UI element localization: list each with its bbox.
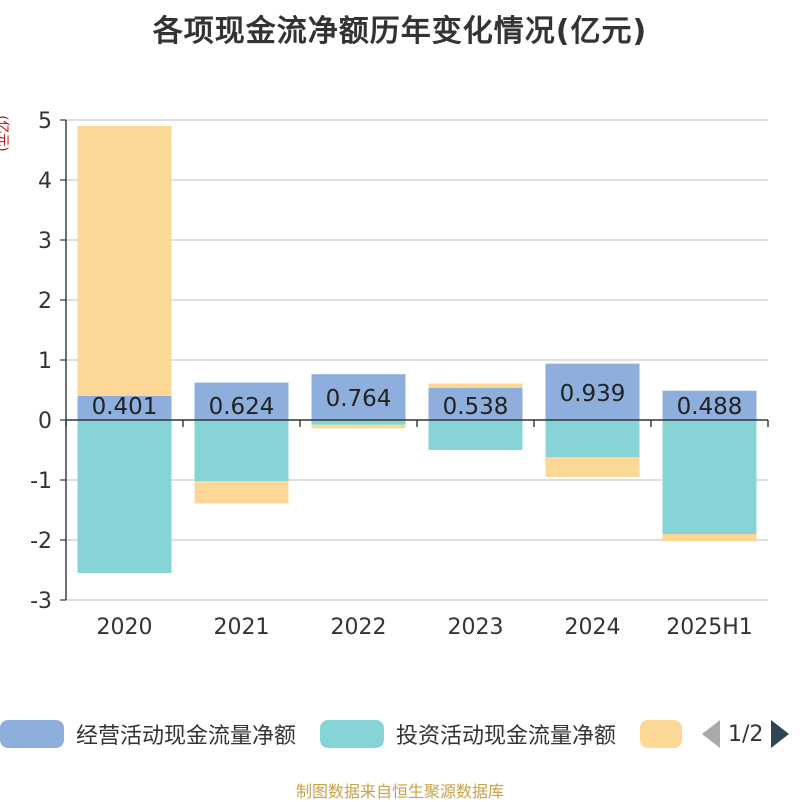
grid-lines <box>60 119 768 601</box>
bar-operating <box>311 374 406 420</box>
legend-label-investing: 投资活动现金流量净额 <box>396 724 617 749</box>
legend-page-indicator: 1/2 <box>728 721 764 747</box>
data-label: 0.488 <box>677 394 743 420</box>
y-tick-label: 0 <box>38 409 52 434</box>
bar-financing <box>662 534 757 542</box>
data-label: 0.401 <box>92 394 158 420</box>
bar-financing <box>194 481 289 504</box>
y-tick-label: 2 <box>38 289 52 314</box>
legend-item-operating[interactable]: 经营活动现金流量净额 <box>0 716 296 752</box>
y-tick-label: 5 <box>38 109 52 134</box>
legend-swatch-financing <box>640 720 682 748</box>
data-label: 0.538 <box>443 394 509 420</box>
x-tick-labels: 2020 2021 2022 2023 2024 2025H1 <box>97 615 753 640</box>
bar-investing <box>194 420 289 482</box>
bar-operating <box>194 382 289 420</box>
data-label: 0.624 <box>209 394 275 420</box>
bar-investing <box>545 420 640 458</box>
y-tick-label: -3 <box>30 589 52 614</box>
chart-title: 各项现金流净额历年变化情况(亿元) <box>152 14 648 49</box>
bar-operating <box>428 387 523 420</box>
bar-investing <box>428 420 523 450</box>
bar-financing <box>428 383 523 388</box>
legend-swatch-operating <box>0 720 64 748</box>
y-tick-label: -1 <box>30 469 52 494</box>
legend: 经营活动现金流量净额 投资活动现金流量净额 1/2 <box>0 716 800 756</box>
previous-page-icon[interactable] <box>702 720 720 748</box>
bar-operating <box>662 390 757 420</box>
y-tick-label: 3 <box>38 229 52 254</box>
data-label: 0.939 <box>560 381 626 407</box>
next-page-icon[interactable] <box>771 720 790 748</box>
x-tick-label: 2020 <box>97 615 153 640</box>
x-tick-label: 2024 <box>565 615 621 640</box>
x-tick-label: 2023 <box>448 615 504 640</box>
y-tick-label: 4 <box>38 169 52 194</box>
y-tick-label: -2 <box>30 529 52 554</box>
bar-operating <box>77 395 172 420</box>
bar-financing <box>77 125 172 396</box>
legend-swatch-investing <box>320 720 384 748</box>
bar-investing <box>77 420 172 573</box>
legend-item-investing[interactable]: 投资活动现金流量净额 <box>320 716 616 752</box>
y-tick-labels: -3 -2 -1 0 1 2 3 4 5 <box>30 109 52 614</box>
x-tick-label: 2022 <box>331 615 387 640</box>
legend-label-operating: 经营活动现金流量净额 <box>76 724 297 749</box>
bar-investing <box>662 420 757 534</box>
y-tick-label: 1 <box>38 349 52 374</box>
bar-financing <box>545 457 640 477</box>
data-labels: 0.401 0.624 0.764 0.538 0.939 0.488 <box>92 381 743 420</box>
x-tick-label: 2025H1 <box>666 615 753 640</box>
data-label: 0.764 <box>326 386 392 412</box>
legend-pager: 1/2 <box>702 716 790 752</box>
bar-operating <box>545 363 640 420</box>
legend-item-financing[interactable] <box>640 716 682 752</box>
data-source-note: 制图数据来自恒生聚源数据库 <box>295 782 504 801</box>
bar-series <box>77 125 757 573</box>
axes <box>65 120 769 600</box>
x-tick-label: 2021 <box>214 615 270 640</box>
bar-investing <box>311 420 406 425</box>
bar-financing <box>311 424 406 429</box>
